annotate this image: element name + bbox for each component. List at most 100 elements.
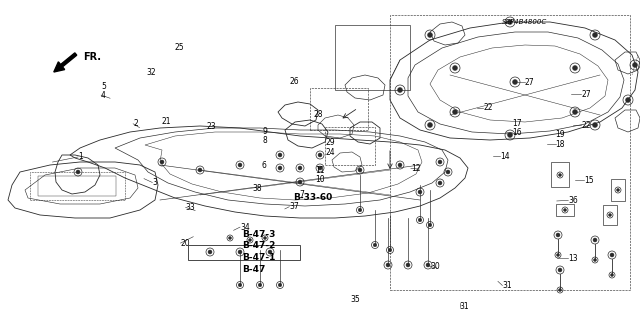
Circle shape bbox=[438, 181, 442, 185]
Circle shape bbox=[593, 33, 598, 38]
Circle shape bbox=[238, 250, 242, 254]
Circle shape bbox=[428, 122, 433, 128]
Text: 14: 14 bbox=[500, 152, 510, 161]
Text: 1: 1 bbox=[78, 152, 83, 161]
Circle shape bbox=[557, 254, 559, 256]
Text: 36: 36 bbox=[568, 196, 578, 205]
Circle shape bbox=[573, 65, 577, 70]
Text: B-47-2: B-47-2 bbox=[242, 241, 275, 250]
Text: 23: 23 bbox=[206, 122, 216, 130]
Circle shape bbox=[397, 87, 403, 93]
Text: 26: 26 bbox=[289, 77, 299, 86]
Text: SEP4B4800C: SEP4B4800C bbox=[502, 19, 547, 25]
Text: 37: 37 bbox=[289, 202, 299, 211]
Circle shape bbox=[452, 65, 458, 70]
Text: 2: 2 bbox=[133, 119, 138, 128]
Circle shape bbox=[268, 250, 272, 254]
Text: 31: 31 bbox=[460, 302, 469, 311]
Circle shape bbox=[593, 238, 597, 242]
Text: 38: 38 bbox=[253, 184, 262, 193]
Circle shape bbox=[593, 122, 598, 128]
Bar bbox=[603, 205, 617, 225]
Circle shape bbox=[398, 163, 402, 167]
Circle shape bbox=[238, 283, 242, 287]
Circle shape bbox=[426, 263, 430, 267]
Circle shape bbox=[558, 268, 562, 272]
Circle shape bbox=[373, 243, 377, 247]
Text: 19: 19 bbox=[556, 130, 565, 139]
Bar bbox=[38, 176, 116, 196]
Circle shape bbox=[513, 79, 518, 85]
Text: 17: 17 bbox=[512, 119, 522, 128]
Bar bbox=[556, 204, 574, 216]
Text: 22: 22 bbox=[483, 103, 493, 112]
Circle shape bbox=[418, 218, 422, 222]
Circle shape bbox=[258, 283, 262, 287]
Circle shape bbox=[198, 168, 202, 172]
Circle shape bbox=[508, 19, 513, 25]
Circle shape bbox=[452, 109, 458, 115]
Text: 31: 31 bbox=[502, 281, 512, 290]
Text: B-47: B-47 bbox=[242, 265, 266, 274]
Text: 30: 30 bbox=[430, 262, 440, 271]
Circle shape bbox=[428, 33, 433, 38]
Text: 27: 27 bbox=[525, 78, 534, 87]
Text: 4: 4 bbox=[101, 91, 106, 100]
Bar bbox=[390, 15, 630, 290]
Circle shape bbox=[278, 166, 282, 170]
Text: 9: 9 bbox=[262, 127, 268, 136]
Circle shape bbox=[388, 248, 392, 252]
Circle shape bbox=[438, 160, 442, 164]
Circle shape bbox=[160, 160, 164, 164]
Text: 13: 13 bbox=[568, 254, 578, 263]
Circle shape bbox=[358, 208, 362, 212]
Text: 28: 28 bbox=[314, 110, 323, 119]
Text: 12: 12 bbox=[411, 164, 420, 173]
Circle shape bbox=[559, 288, 561, 292]
Circle shape bbox=[238, 163, 242, 167]
Text: B-33-60: B-33-60 bbox=[293, 193, 332, 202]
Bar bbox=[30, 172, 125, 200]
Text: 7: 7 bbox=[300, 190, 305, 199]
Circle shape bbox=[248, 239, 252, 241]
Circle shape bbox=[446, 170, 450, 174]
Text: 27: 27 bbox=[581, 90, 591, 99]
Text: B-47-3: B-47-3 bbox=[242, 230, 275, 239]
Text: 6: 6 bbox=[261, 161, 266, 170]
Text: 8: 8 bbox=[262, 136, 267, 145]
Text: 20: 20 bbox=[180, 239, 190, 248]
Text: 22: 22 bbox=[581, 121, 591, 130]
Circle shape bbox=[208, 250, 212, 254]
Circle shape bbox=[278, 283, 282, 287]
Text: 16: 16 bbox=[512, 128, 522, 137]
Text: 24: 24 bbox=[325, 148, 335, 157]
Circle shape bbox=[611, 273, 614, 277]
FancyArrow shape bbox=[54, 53, 77, 72]
Text: 5: 5 bbox=[101, 82, 106, 91]
Circle shape bbox=[264, 236, 266, 240]
Bar bbox=[551, 162, 569, 187]
Text: 32: 32 bbox=[146, 68, 156, 77]
Text: 3: 3 bbox=[152, 178, 157, 187]
Circle shape bbox=[556, 233, 560, 237]
Bar bbox=[325, 127, 375, 165]
Circle shape bbox=[632, 63, 637, 68]
Circle shape bbox=[358, 168, 362, 172]
Circle shape bbox=[593, 258, 596, 262]
Bar bbox=[335, 25, 410, 90]
Text: 15: 15 bbox=[584, 176, 594, 185]
Circle shape bbox=[625, 98, 630, 102]
Circle shape bbox=[318, 166, 322, 170]
Circle shape bbox=[508, 132, 513, 137]
Text: 33: 33 bbox=[186, 203, 195, 212]
Bar bbox=[310, 88, 368, 130]
Circle shape bbox=[278, 153, 282, 157]
Text: 10: 10 bbox=[315, 175, 324, 184]
Text: 21: 21 bbox=[161, 117, 171, 126]
Text: B-47-1: B-47-1 bbox=[242, 253, 275, 262]
Text: 35: 35 bbox=[351, 295, 360, 304]
Circle shape bbox=[559, 174, 561, 176]
Circle shape bbox=[406, 263, 410, 267]
Text: FR.: FR. bbox=[83, 52, 101, 62]
Circle shape bbox=[418, 190, 422, 194]
